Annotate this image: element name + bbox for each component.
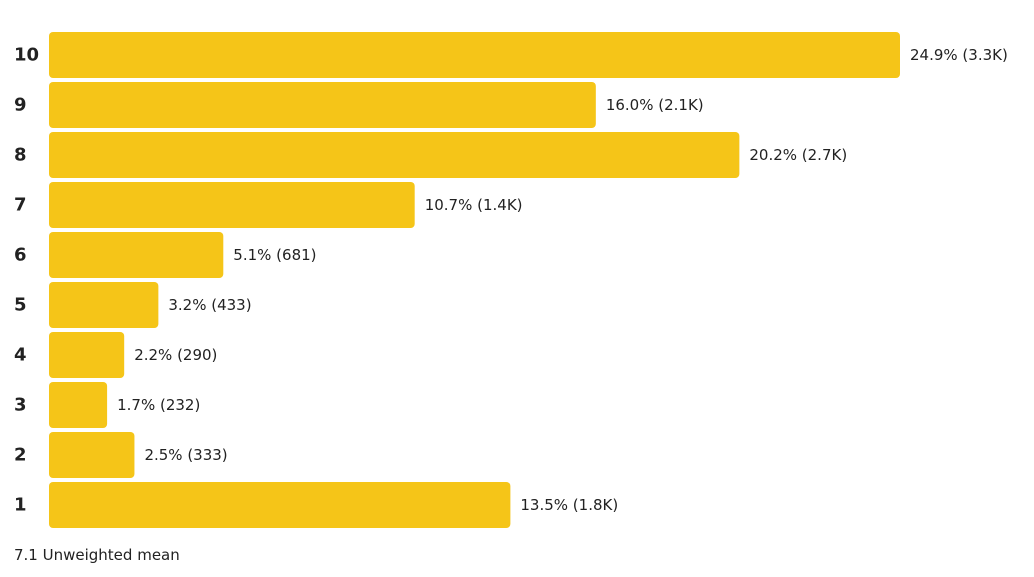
category-label: 3 [14, 395, 27, 416]
category-label: 10 [14, 45, 39, 66]
bar [49, 32, 900, 78]
bar [49, 132, 740, 178]
category-label: 6 [14, 245, 27, 266]
bar [49, 82, 596, 128]
bar [49, 232, 224, 278]
bar-value-label: 16.0% (2.1K) [606, 96, 704, 114]
category-label: 9 [14, 95, 27, 116]
bar [49, 332, 125, 378]
bar-value-label: 5.1% (681) [233, 246, 316, 264]
category-label: 4 [14, 345, 27, 366]
category-label: 5 [14, 295, 27, 316]
bar [49, 182, 415, 228]
bar [49, 482, 511, 528]
category-label: 8 [14, 145, 27, 166]
bar [49, 382, 108, 428]
unweighted-mean-text: 7.1 Unweighted mean [14, 546, 180, 564]
bar-value-label: 13.5% (1.8K) [520, 496, 618, 514]
bar-value-label: 1.7% (232) [117, 396, 200, 414]
bar-chart: 10 24.9% (3.3K) 9 16.0% (2.1K) 8 20.2% (2.7K)… [14, 32, 1008, 528]
bar-value-label: 2.2% (290) [134, 346, 217, 364]
bar-value-label: 10.7% (1.4K) [425, 196, 523, 214]
bar-value-label: 24.9% (3.3K) [910, 46, 1008, 64]
bar [49, 432, 135, 478]
category-label: 7 [14, 195, 27, 216]
bar-value-label: 2.5% (333) [144, 446, 227, 464]
category-label: 1 [14, 495, 27, 516]
category-label: 2 [14, 445, 27, 466]
bar [49, 282, 159, 328]
bar-value-label: 20.2% (2.7K) [749, 146, 847, 164]
bar-value-label: 3.2% (433) [168, 296, 251, 314]
